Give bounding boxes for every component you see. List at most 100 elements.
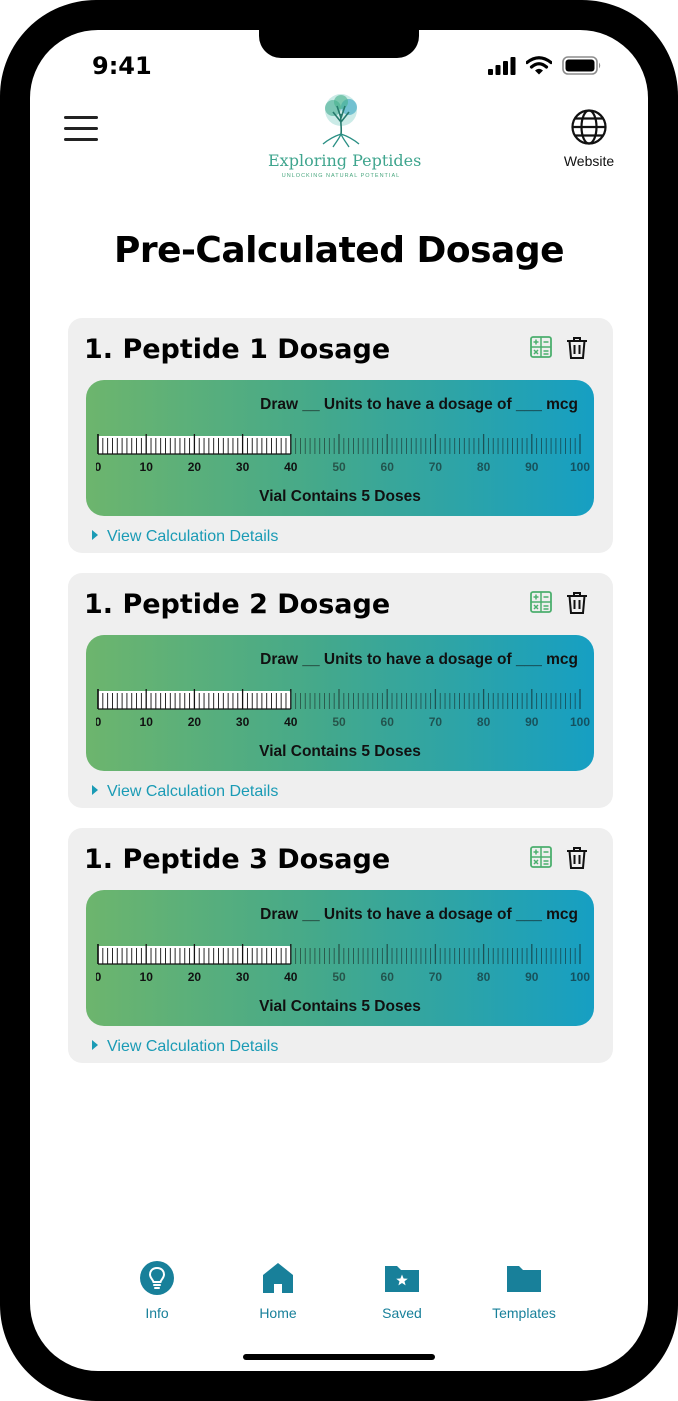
dosage-card: 1. Peptide 3 Dosage Draw __ Units to hav… [68,828,613,1063]
syringe-label: 80 [477,460,491,474]
nav-label: Templates [492,1305,556,1321]
syringe-label: 20 [188,460,202,474]
expand-triangle-icon [92,1040,98,1050]
website-label: Website [563,153,615,169]
nav-label: Home [259,1305,297,1321]
dosage-banner: Draw __ Units to have a dosage of ___ mc… [86,380,594,516]
syringe-label: 80 [477,715,491,729]
syringe-label: 100 [570,970,590,984]
draw-instruction: Draw __ Units to have a dosage of ___ mc… [260,396,578,413]
menu-line [64,116,98,119]
syringe-label: 90 [525,715,539,729]
syringe-label: 90 [525,460,539,474]
folder-star-icon [385,1266,419,1292]
menu-button[interactable] [64,116,98,142]
expand-triangle-icon [92,530,98,540]
device-notch [259,30,419,58]
syringe-label: 20 [188,715,202,729]
nav-label: Info [145,1305,169,1321]
app-logo: Exploring Peptides UNLOCKING NATURAL POT… [268,92,422,179]
syringe-label: 60 [381,970,395,984]
syringe-ruler: 0 10 20 30 40 50 60 70 80 90 100 [96,689,590,729]
cellular-signal-icon [488,56,516,75]
menu-line [64,138,98,141]
status-time: 9:41 [92,52,152,80]
calculator-icon[interactable] [530,336,552,358]
syringe-ruler: 0 10 20 30 40 50 60 70 80 90 100 [96,434,590,474]
folder-icon [507,1266,541,1292]
syringe-label: 0 [96,970,102,984]
logo-title: Exploring Peptides [268,151,422,170]
vial-info: Vial Contains 5 Doses [259,743,421,760]
syringe-label: 40 [284,715,298,729]
trash-icon[interactable] [566,591,588,615]
syringe-label: 70 [429,970,443,984]
wifi-icon [526,56,552,75]
battery-icon [562,56,601,75]
syringe-label: 10 [140,460,154,474]
syringe-label: 40 [284,970,298,984]
view-details-link[interactable]: View Calculation Details [92,528,278,546]
syringe-label: 100 [570,715,590,729]
nav-item-saved[interactable]: Saved [357,1260,447,1321]
syringe-label: 60 [381,460,395,474]
tree-logo-icon [322,94,360,148]
bottom-nav: Info Home Saved Templates [94,1260,588,1321]
syringe-label: 90 [525,970,539,984]
expand-triangle-icon [92,785,98,795]
lightbulb-icon [140,1261,174,1295]
syringe-label: 0 [96,460,102,474]
syringe-label: 30 [236,460,250,474]
syringe-label: 40 [284,460,298,474]
syringe-label: 0 [96,715,102,729]
syringe-label: 50 [332,460,346,474]
syringe-label: 50 [332,970,346,984]
dosage-card: 1. Peptide 1 Dosage Draw __ Units to hav… [68,318,613,553]
syringe-ruler: 0 10 20 30 40 50 60 70 80 90 100 [96,944,590,984]
logo-subtitle: UNLOCKING NATURAL POTENTIAL [281,173,401,179]
home-indicator [243,1354,435,1360]
globe-icon [571,109,607,145]
draw-instruction: Draw __ Units to have a dosage of ___ mc… [260,651,578,668]
calculator-icon[interactable] [530,591,552,613]
syringe-label: 100 [570,460,590,474]
view-details-link[interactable]: View Calculation Details [92,783,278,801]
dosage-card: 1. Peptide 2 Dosage Draw __ Units to hav… [68,573,613,808]
details-label: View Calculation Details [107,1038,279,1055]
home-icon [263,1263,293,1293]
nav-label: Saved [382,1305,422,1321]
syringe-label: 30 [236,715,250,729]
syringe-label: 60 [381,715,395,729]
draw-instruction: Draw __ Units to have a dosage of ___ mc… [260,906,578,923]
syringe-label: 10 [140,715,154,729]
syringe-label: 70 [429,715,443,729]
syringe-label: 30 [236,970,250,984]
trash-icon[interactable] [566,336,588,360]
card-title: 1. Peptide 1 Dosage [84,334,391,365]
status-icons [488,56,602,75]
dosage-banner: Draw __ Units to have a dosage of ___ mc… [86,890,594,1026]
card-title: 1. Peptide 2 Dosage [84,589,391,620]
vial-info: Vial Contains 5 Doses [259,488,421,505]
calculator-icon[interactable] [530,846,552,868]
page-title: Pre-Calculated Dosage [113,230,565,271]
menu-line [64,127,98,130]
details-label: View Calculation Details [107,528,279,545]
view-details-link[interactable]: View Calculation Details [92,1038,278,1056]
nav-item-home[interactable]: Home [233,1260,323,1321]
vial-info: Vial Contains 5 Doses [259,998,421,1015]
dosage-banner: Draw __ Units to have a dosage of ___ mc… [86,635,594,771]
syringe-label: 70 [429,460,443,474]
app-screen: 9:41 [30,30,648,1371]
details-label: View Calculation Details [107,783,279,800]
syringe-label: 50 [332,715,346,729]
nav-item-info[interactable]: Info [112,1260,202,1321]
nav-item-templates[interactable]: Templates [479,1260,569,1321]
syringe-label: 20 [188,970,202,984]
trash-icon[interactable] [566,846,588,870]
syringe-label: 10 [140,970,154,984]
card-title: 1. Peptide 3 Dosage [84,844,391,875]
syringe-label: 80 [477,970,491,984]
website-button[interactable]: Website [556,108,622,169]
